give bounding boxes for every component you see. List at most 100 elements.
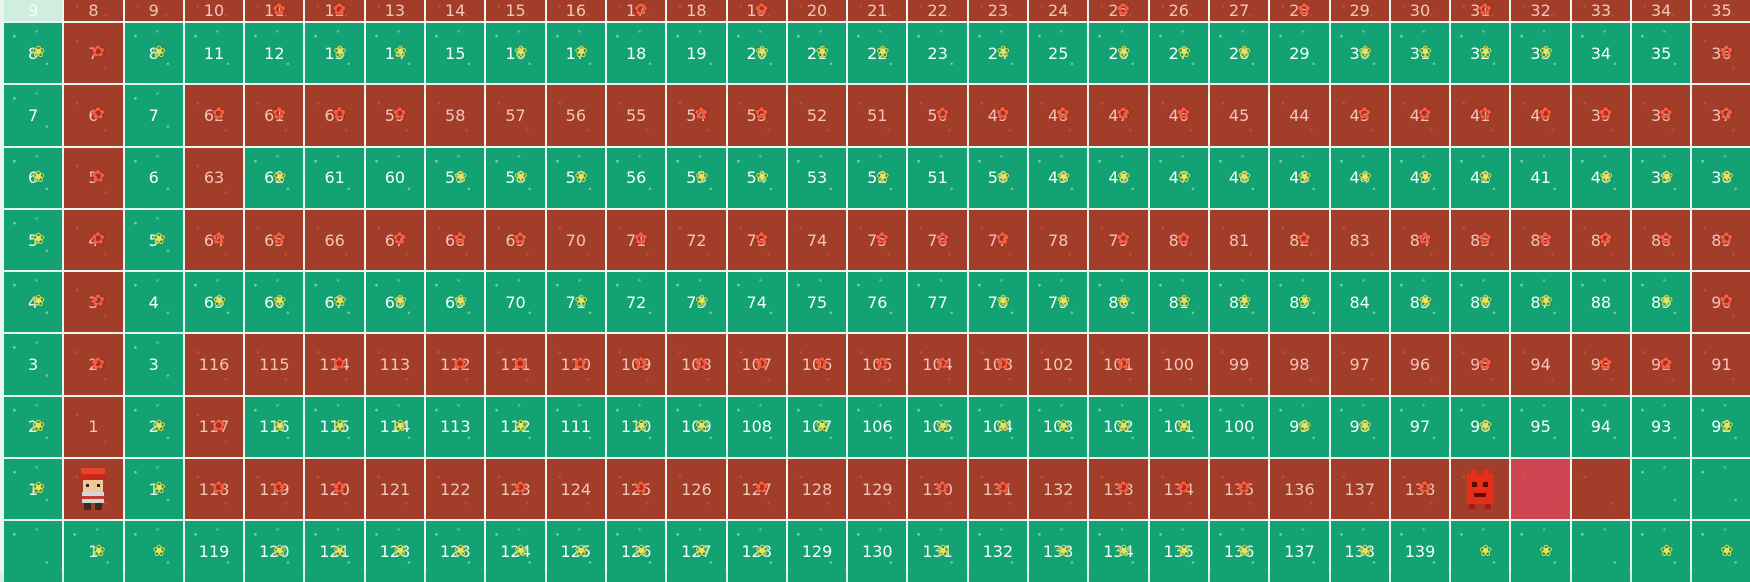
board-tile[interactable]: 118 ✿ bbox=[184, 459, 244, 520]
board-tile[interactable]: 138 ✿ bbox=[1390, 459, 1450, 520]
board-tile[interactable]: 133 ❀ bbox=[1029, 521, 1088, 582]
board-tile[interactable]: 104 ❀ bbox=[968, 396, 1028, 458]
board-tile[interactable]: 61 bbox=[305, 147, 364, 208]
board-tile[interactable]: 51 bbox=[848, 85, 907, 146]
board-tile[interactable]: 27 ❀ bbox=[1149, 23, 1208, 84]
board-tile[interactable]: 19 ✿ bbox=[727, 0, 786, 21]
board-tile[interactable]: 76 ✿ bbox=[908, 209, 967, 271]
board-tile[interactable]: 107 ❀ bbox=[787, 396, 847, 458]
board-tile[interactable]: 58 bbox=[426, 85, 485, 146]
board-tile[interactable]: 24 bbox=[1029, 0, 1088, 21]
board-tile[interactable]: 133 ✿ bbox=[1089, 459, 1148, 520]
board-tile[interactable]: 69 ✿ bbox=[486, 209, 545, 271]
board-tile[interactable]: 132 bbox=[968, 521, 1028, 582]
board-tile[interactable]: 24 ❀ bbox=[968, 23, 1028, 84]
board-tile[interactable]: 53 bbox=[787, 147, 847, 208]
board-tile[interactable]: 112 ✿ bbox=[426, 334, 485, 395]
board-tile[interactable]: 3 bbox=[4, 334, 63, 395]
board-tile[interactable]: 47 ✿ bbox=[1089, 85, 1148, 146]
board-tile[interactable]: 101 ❀ bbox=[1149, 396, 1208, 458]
board-tile[interactable]: 71 ✿ bbox=[606, 209, 666, 271]
board-tile[interactable]: 10 bbox=[184, 0, 244, 21]
board-tile[interactable]: 127 ❀ bbox=[667, 521, 726, 582]
board-tile[interactable]: 111 ✿ bbox=[486, 334, 545, 395]
board-tile[interactable]: 82 ❀ bbox=[1209, 272, 1269, 333]
board-tile[interactable]: 134 ✿ bbox=[1149, 459, 1208, 520]
board-tile[interactable]: 83 bbox=[1330, 209, 1389, 271]
board-tile[interactable]: 9 bbox=[124, 0, 183, 21]
board-tile[interactable]: 31 ✿ bbox=[1451, 0, 1510, 21]
board-tile[interactable]: 65 ✿ bbox=[245, 209, 304, 271]
board-tile[interactable]: 120 ✿ bbox=[305, 459, 364, 520]
board-tile[interactable]: 112 ❀ bbox=[486, 396, 545, 458]
board-tile[interactable]: 52 ❀ bbox=[848, 147, 907, 208]
board-tile[interactable] bbox=[1692, 459, 1750, 520]
board-tile[interactable]: 136 ❀ bbox=[1209, 521, 1269, 582]
board-tile[interactable]: 86 ✿ bbox=[1511, 209, 1570, 271]
board-tile[interactable]: 36 ✿ bbox=[1692, 23, 1750, 84]
board-tile[interactable]: 42 ✿ bbox=[1390, 85, 1450, 146]
board-tile[interactable]: 120 ❀ bbox=[245, 521, 304, 582]
board-tile[interactable]: 96 ❀ bbox=[1451, 396, 1510, 458]
board-tile[interactable]: 30 ❀ bbox=[1330, 23, 1389, 84]
board-tile[interactable]: 124 bbox=[546, 459, 605, 520]
board-tile[interactable]: 37 ✿ bbox=[1692, 85, 1750, 146]
board-tile[interactable]: ❀ bbox=[1451, 521, 1510, 582]
board-tile[interactable]: 110 ❀ bbox=[606, 396, 666, 458]
board-tile[interactable]: 75 ✿ bbox=[848, 209, 907, 271]
board-tile[interactable]: 99 ❀ bbox=[1270, 396, 1329, 458]
board-tile[interactable]: 80 ✿ bbox=[1149, 209, 1208, 271]
board-tile[interactable]: 109 ❀ bbox=[667, 396, 726, 458]
board-tile[interactable]: 126 ❀ bbox=[606, 521, 666, 582]
board-tile[interactable]: 6 bbox=[124, 147, 183, 208]
board-tile[interactable]: 124 ❀ bbox=[486, 521, 545, 582]
board-tile[interactable]: 2 ❀ bbox=[4, 396, 63, 458]
board-tile[interactable]: 5 ❀ bbox=[4, 209, 63, 271]
board-tile[interactable]: 34 bbox=[1632, 0, 1691, 21]
board-tile[interactable]: 100 bbox=[1149, 334, 1208, 395]
board-tile[interactable]: 45 ❀ bbox=[1270, 147, 1329, 208]
board-tile[interactable]: 44 ❀ bbox=[1330, 147, 1389, 208]
board-tile[interactable]: 116 ❀ bbox=[245, 396, 304, 458]
board-tile[interactable]: 26 bbox=[1149, 0, 1208, 21]
board-tile[interactable]: 25 bbox=[1029, 23, 1088, 84]
board-tile[interactable]: 42 ❀ bbox=[1451, 147, 1510, 208]
board-tile[interactable]: 8 ❀ bbox=[4, 23, 63, 84]
board-tile[interactable]: 6 ❀ bbox=[4, 147, 63, 208]
board-tile[interactable] bbox=[1511, 459, 1570, 520]
board-tile[interactable]: 77 bbox=[908, 272, 967, 333]
board-tile[interactable]: 16 ❀ bbox=[486, 23, 545, 84]
board-tile[interactable]: 19 bbox=[667, 23, 726, 84]
board-tile[interactable]: 100 bbox=[1209, 396, 1269, 458]
board-tile[interactable]: 130 bbox=[848, 521, 907, 582]
board-tile[interactable]: 22 bbox=[908, 0, 967, 21]
board-tile[interactable]: 11 ✿ bbox=[245, 0, 304, 21]
board-tile[interactable]: 56 bbox=[606, 147, 666, 208]
board-tile[interactable]: ❀ bbox=[1511, 521, 1570, 582]
board-tile[interactable]: 33 ❀ bbox=[1511, 23, 1570, 84]
board-tile[interactable]: 12 ✿ bbox=[305, 0, 364, 21]
board-tile[interactable]: 119 bbox=[184, 521, 244, 582]
board-tile[interactable]: 35 bbox=[1632, 23, 1691, 84]
board-tile[interactable]: 7 bbox=[4, 85, 63, 146]
board-tile[interactable]: 11 bbox=[184, 23, 244, 84]
board-tile[interactable]: 27 bbox=[1209, 0, 1269, 21]
board-tile[interactable]: 71 ❀ bbox=[546, 272, 605, 333]
board-tile[interactable]: 117 ✿ bbox=[184, 396, 244, 458]
board-tile[interactable]: 17 ✿ bbox=[606, 0, 666, 21]
board-tile[interactable]: 32 ❀ bbox=[1451, 23, 1510, 84]
board-tile[interactable]: 56 bbox=[546, 85, 605, 146]
board-tile[interactable]: 66 bbox=[305, 209, 364, 271]
board-tile[interactable]: 76 bbox=[848, 272, 907, 333]
board-tile[interactable]: 15 bbox=[426, 23, 485, 84]
board-tile[interactable]: 59 ❀ bbox=[426, 147, 485, 208]
board-tile[interactable]: 73 ❀ bbox=[667, 272, 726, 333]
board-tile[interactable]: 108 bbox=[727, 396, 786, 458]
board-tile[interactable]: 138 ❀ bbox=[1330, 521, 1389, 582]
board-tile[interactable]: 81 bbox=[1209, 209, 1269, 271]
board-tile[interactable]: 6 ✿ bbox=[64, 85, 123, 146]
board-tile[interactable]: 122 bbox=[426, 459, 485, 520]
board-tile[interactable]: 31 ❀ bbox=[1390, 23, 1450, 84]
board-tile[interactable]: 131 ❀ bbox=[908, 521, 967, 582]
board-tile[interactable]: 50 ❀ bbox=[968, 147, 1028, 208]
